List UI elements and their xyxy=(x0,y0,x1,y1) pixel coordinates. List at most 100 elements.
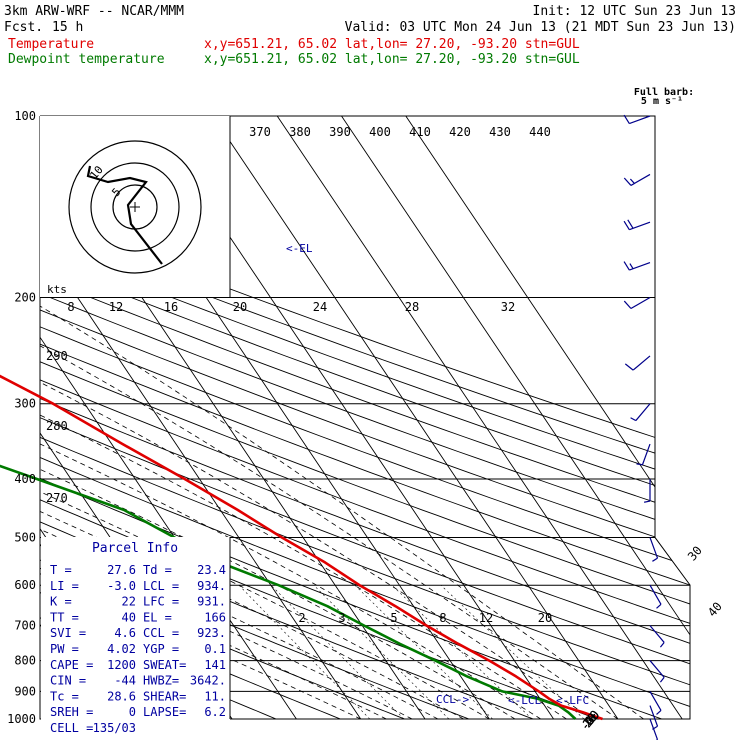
parcel-info-cell: 6.2 xyxy=(204,705,226,719)
parcel-info-cell: T = xyxy=(50,563,72,577)
wind-barb-flag xyxy=(623,177,632,186)
level-marker: <-EL xyxy=(286,242,313,255)
fcst-label: Fcst. xyxy=(4,20,43,35)
mixing-ratio-label: 3 xyxy=(338,611,345,625)
wind-barb xyxy=(624,355,651,371)
wind-barb-flag xyxy=(656,603,662,609)
speed-tick-label: 12 xyxy=(109,300,123,314)
pressure-tick-label: 300 xyxy=(14,397,36,411)
parcel-info-cell: -44 xyxy=(114,674,136,688)
wind-barb xyxy=(623,219,651,231)
dry-adiabat xyxy=(40,116,690,719)
speed-tick-label: 16 xyxy=(164,300,178,314)
pressure-tick-label: 500 xyxy=(14,530,36,544)
wind-barb-staff xyxy=(629,115,651,125)
init-time: Init: 12 UTC Sun 23 Jun 13 xyxy=(533,4,737,19)
parcel-info-cell: LAPSE= xyxy=(143,705,186,719)
parcel-info-cell: 23.4 xyxy=(197,563,226,577)
wind-barb-staff xyxy=(630,173,651,186)
mixing-ratio-line xyxy=(391,584,533,719)
parcel-info-cell: 22 xyxy=(122,595,136,609)
wind-barb-staff xyxy=(629,221,651,231)
theta-label: 370 xyxy=(249,125,271,139)
wind-barb-staff xyxy=(649,660,665,678)
dry-adiabat xyxy=(40,116,690,719)
parcel-info-cell: SWEAT= xyxy=(143,658,186,672)
parcel-info-cell: Td = xyxy=(143,563,172,577)
theta-label: 380 xyxy=(289,125,311,139)
parcel-info-cell: 0.1 xyxy=(204,642,226,656)
level-marker: CCL-> xyxy=(436,693,469,706)
isotherm-line xyxy=(405,116,690,719)
parcel-info-cell: LCL = xyxy=(143,579,179,593)
mixing-ratio-line xyxy=(238,584,371,719)
parcel-info-cell: CIN = xyxy=(50,674,86,688)
dry-adiabat xyxy=(40,116,690,719)
model-title: 3km ARW-WRF -- NCAR/MMM xyxy=(4,4,184,19)
dry-adiabat xyxy=(40,116,690,719)
dry-adiabat xyxy=(40,116,373,719)
dry-adiabat xyxy=(40,116,690,719)
wind-barb-flag xyxy=(623,220,630,231)
moist-adiabat xyxy=(40,269,644,719)
wind-barb-staff xyxy=(632,355,651,371)
hodograph-trace xyxy=(86,165,163,265)
wind-barb-flag xyxy=(652,557,658,562)
parcel-info-cell: LI = xyxy=(50,579,79,593)
parcel-info-cell: SHEAR= xyxy=(143,689,186,703)
wind-barb-staff xyxy=(641,443,651,465)
parcel-info-cell: -3.0 xyxy=(107,579,136,593)
wind-barb-staff xyxy=(649,625,665,643)
parcel-info-cell: 4.6 xyxy=(114,626,136,640)
mixing-ratio-label: 12 xyxy=(479,611,493,625)
parcel-info-cell: 11. xyxy=(204,689,226,703)
plot-frame xyxy=(39,115,691,720)
wind-barb-flag xyxy=(629,263,634,270)
parcel-info-cell: CELL = xyxy=(50,721,93,735)
speed-tick-label: 20 xyxy=(233,300,247,314)
wind-barb-staff xyxy=(649,537,659,559)
parcel-info-cell: 934. xyxy=(197,579,226,593)
wind-barb-flag xyxy=(644,500,651,503)
location-temp: x,y=651.21, 65.02 lat,lon= 27.20, -93.20… xyxy=(204,37,580,52)
wind-barb-staff xyxy=(630,297,651,310)
isotherm-line xyxy=(341,116,690,719)
parcel-info-cell: 40 xyxy=(122,610,136,624)
mixing-ratio-label: 5 xyxy=(390,611,397,625)
level-marker: <-LFC xyxy=(556,694,589,707)
temperature-profile xyxy=(0,374,603,721)
dry-adiabat xyxy=(40,116,690,719)
wind-barb-staff xyxy=(649,691,662,711)
parcel-info-cell: 141 xyxy=(204,658,226,672)
wind-barb-staff xyxy=(649,718,659,740)
location-dew: x,y=651.21, 65.02 lat,lon= 27.20, -93.20… xyxy=(204,52,580,67)
parcel-info-cell: 166 xyxy=(204,610,226,624)
dry-adiabat xyxy=(40,116,690,719)
wind-barb xyxy=(636,443,651,466)
parcel-info-cell: TT = xyxy=(50,610,79,624)
parcel-info-cell: HWBZ= xyxy=(143,674,179,688)
isotherm-line xyxy=(40,116,362,719)
moist-adiabat xyxy=(40,269,593,719)
wind-barb-staff xyxy=(629,261,651,271)
wind-barb xyxy=(623,261,651,271)
isotherm-line xyxy=(212,116,619,719)
wind-barb-staff xyxy=(649,705,659,727)
hodograph-ring xyxy=(90,162,180,252)
parcel-info-cell: 923. xyxy=(197,626,226,640)
dry-adiabat xyxy=(40,116,690,719)
wind-barb xyxy=(644,479,651,503)
parcel-info-cell: 931. xyxy=(197,595,226,609)
dry-adiabat-label: 290 xyxy=(46,349,68,363)
legend-temperature: Temperature xyxy=(8,37,94,52)
parcel-info-cell: YGP = xyxy=(143,642,179,656)
wind-barb-flag xyxy=(636,463,643,466)
parcel-info-cell: CCL = xyxy=(143,626,179,640)
dry-adiabat xyxy=(40,116,690,719)
wind-barb xyxy=(630,403,651,422)
mixing-ratio-line xyxy=(313,584,450,719)
wind-barb-flag xyxy=(623,300,632,309)
wind-barb-flag xyxy=(629,178,635,184)
parcel-info-cell: 3642. xyxy=(190,674,226,688)
